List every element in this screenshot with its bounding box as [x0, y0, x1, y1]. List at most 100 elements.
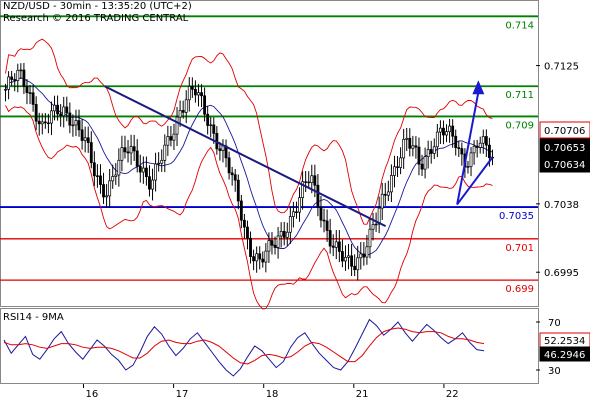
price-bar-body: [288, 216, 292, 233]
price-bar-body: [181, 110, 185, 113]
chart-credit: Research © 2016 TRADING CENTRAL: [3, 13, 189, 24]
trendline: [104, 85, 387, 228]
price-bar-body: [255, 253, 259, 262]
price-bar-body: [175, 116, 179, 135]
price-bar-body: [405, 137, 409, 140]
price-bar-body: [282, 230, 286, 238]
rsi-axis-label: 70: [548, 318, 561, 329]
price-bar-body: [114, 174, 118, 177]
price-bar-body: [481, 136, 485, 144]
price-bar-body: [472, 145, 476, 154]
rsi-ma-line: [3, 327, 485, 365]
price-bar-body: [328, 230, 332, 247]
price-bar-body: [334, 241, 338, 248]
price-bar-body: [95, 175, 99, 177]
price-bar-body: [331, 245, 335, 248]
time-axis-label: 18: [266, 389, 279, 400]
price-bar-body: [123, 147, 127, 153]
price-bar-body: [478, 142, 482, 148]
price-bar-body: [267, 240, 271, 252]
level-label: 0.709: [505, 120, 534, 131]
price-bar-body: [53, 104, 56, 112]
level-label: 0.699: [505, 284, 534, 295]
price-bar-body: [445, 131, 448, 136]
price-bar-body: [383, 193, 387, 196]
price-bar-body: [429, 149, 433, 154]
price-bar-body: [448, 125, 452, 133]
price-bar-body: [132, 146, 136, 152]
price-bar-body: [261, 258, 265, 263]
price-bar-body: [19, 69, 23, 72]
rsi-line: [3, 318, 485, 377]
price-bar-body: [65, 106, 69, 114]
price-bar-body: [31, 92, 35, 105]
price-bar-body: [160, 159, 164, 164]
price-bar-body: [148, 176, 151, 190]
price-bar-body: [197, 92, 200, 96]
price-bar-body: [184, 99, 188, 113]
price-bar-body: [102, 184, 105, 198]
trendline-group: [104, 85, 387, 228]
price-bar-body: [362, 253, 366, 258]
level-label: 0.701: [505, 243, 534, 254]
price-bar-body: [22, 69, 26, 87]
price-bar-body: [442, 127, 445, 136]
price-bar-body: [454, 135, 458, 148]
price-bar-body: [377, 207, 381, 225]
price-bar-body: [301, 181, 305, 199]
price-bar-body: [178, 110, 182, 118]
price-bar-body: [399, 157, 403, 168]
price-bar-body: [337, 241, 341, 252]
price-bar-body: [359, 253, 363, 259]
price-bar-body: [4, 89, 7, 91]
price-bar-body: [466, 166, 470, 168]
price-bar-body: [402, 138, 406, 159]
price-bar-body: [322, 219, 326, 222]
price-tag-box: [539, 121, 590, 139]
price-bar-body: [310, 175, 314, 183]
price-tag-box: [539, 138, 590, 156]
price-bar-body: [86, 137, 90, 143]
price-bar-body: [380, 193, 384, 209]
price-tag-box: [539, 155, 590, 173]
time-axis-label: 16: [86, 389, 99, 400]
forecast-arrow-group: [456, 80, 494, 206]
rsi-panel-frame: [0, 308, 539, 384]
price-bar-body: [25, 86, 29, 94]
price-bar-body: [46, 122, 50, 125]
price-bar-body: [169, 136, 173, 141]
level-label: 0.714: [505, 20, 534, 31]
price-bar-body: [457, 147, 461, 149]
price-bar-body: [270, 240, 274, 246]
price-bar-body: [92, 162, 96, 177]
price-bar-body: [200, 92, 203, 97]
bollinger-bands: [5, 38, 493, 310]
price-bar-body: [218, 148, 222, 151]
price-axis: 0.7125 0.7038 0.6995: [536, 62, 579, 279]
price-bar-body: [203, 95, 207, 115]
time-axis-label: 22: [446, 389, 459, 400]
price-axis-label: 0.7038: [544, 200, 579, 211]
price-bar-body: [144, 167, 148, 178]
price-bar-body: [157, 162, 161, 165]
price-bar-body: [172, 133, 176, 141]
price-bar-body: [374, 223, 378, 226]
price-bar-body: [135, 150, 139, 167]
price-axis-label: 0.7125: [544, 62, 579, 73]
rsi-axis-label: 30: [548, 366, 561, 377]
price-bar-body: [236, 179, 240, 202]
price-bar-body: [417, 146, 421, 165]
price-bar-body: [316, 184, 320, 208]
price-bar-body: [43, 121, 47, 124]
price-bar-body: [304, 181, 308, 183]
price-bar-body: [239, 200, 243, 221]
price-bar-body: [151, 179, 154, 190]
price-bar-body: [365, 246, 369, 258]
price-bar-body: [484, 136, 488, 146]
price-bar-body: [233, 174, 237, 181]
price-bar-body: [138, 166, 142, 173]
price-bar-body: [438, 127, 442, 133]
price-bar-body: [230, 172, 234, 176]
price-bar-body: [50, 110, 53, 124]
price-bar-body: [34, 104, 38, 122]
